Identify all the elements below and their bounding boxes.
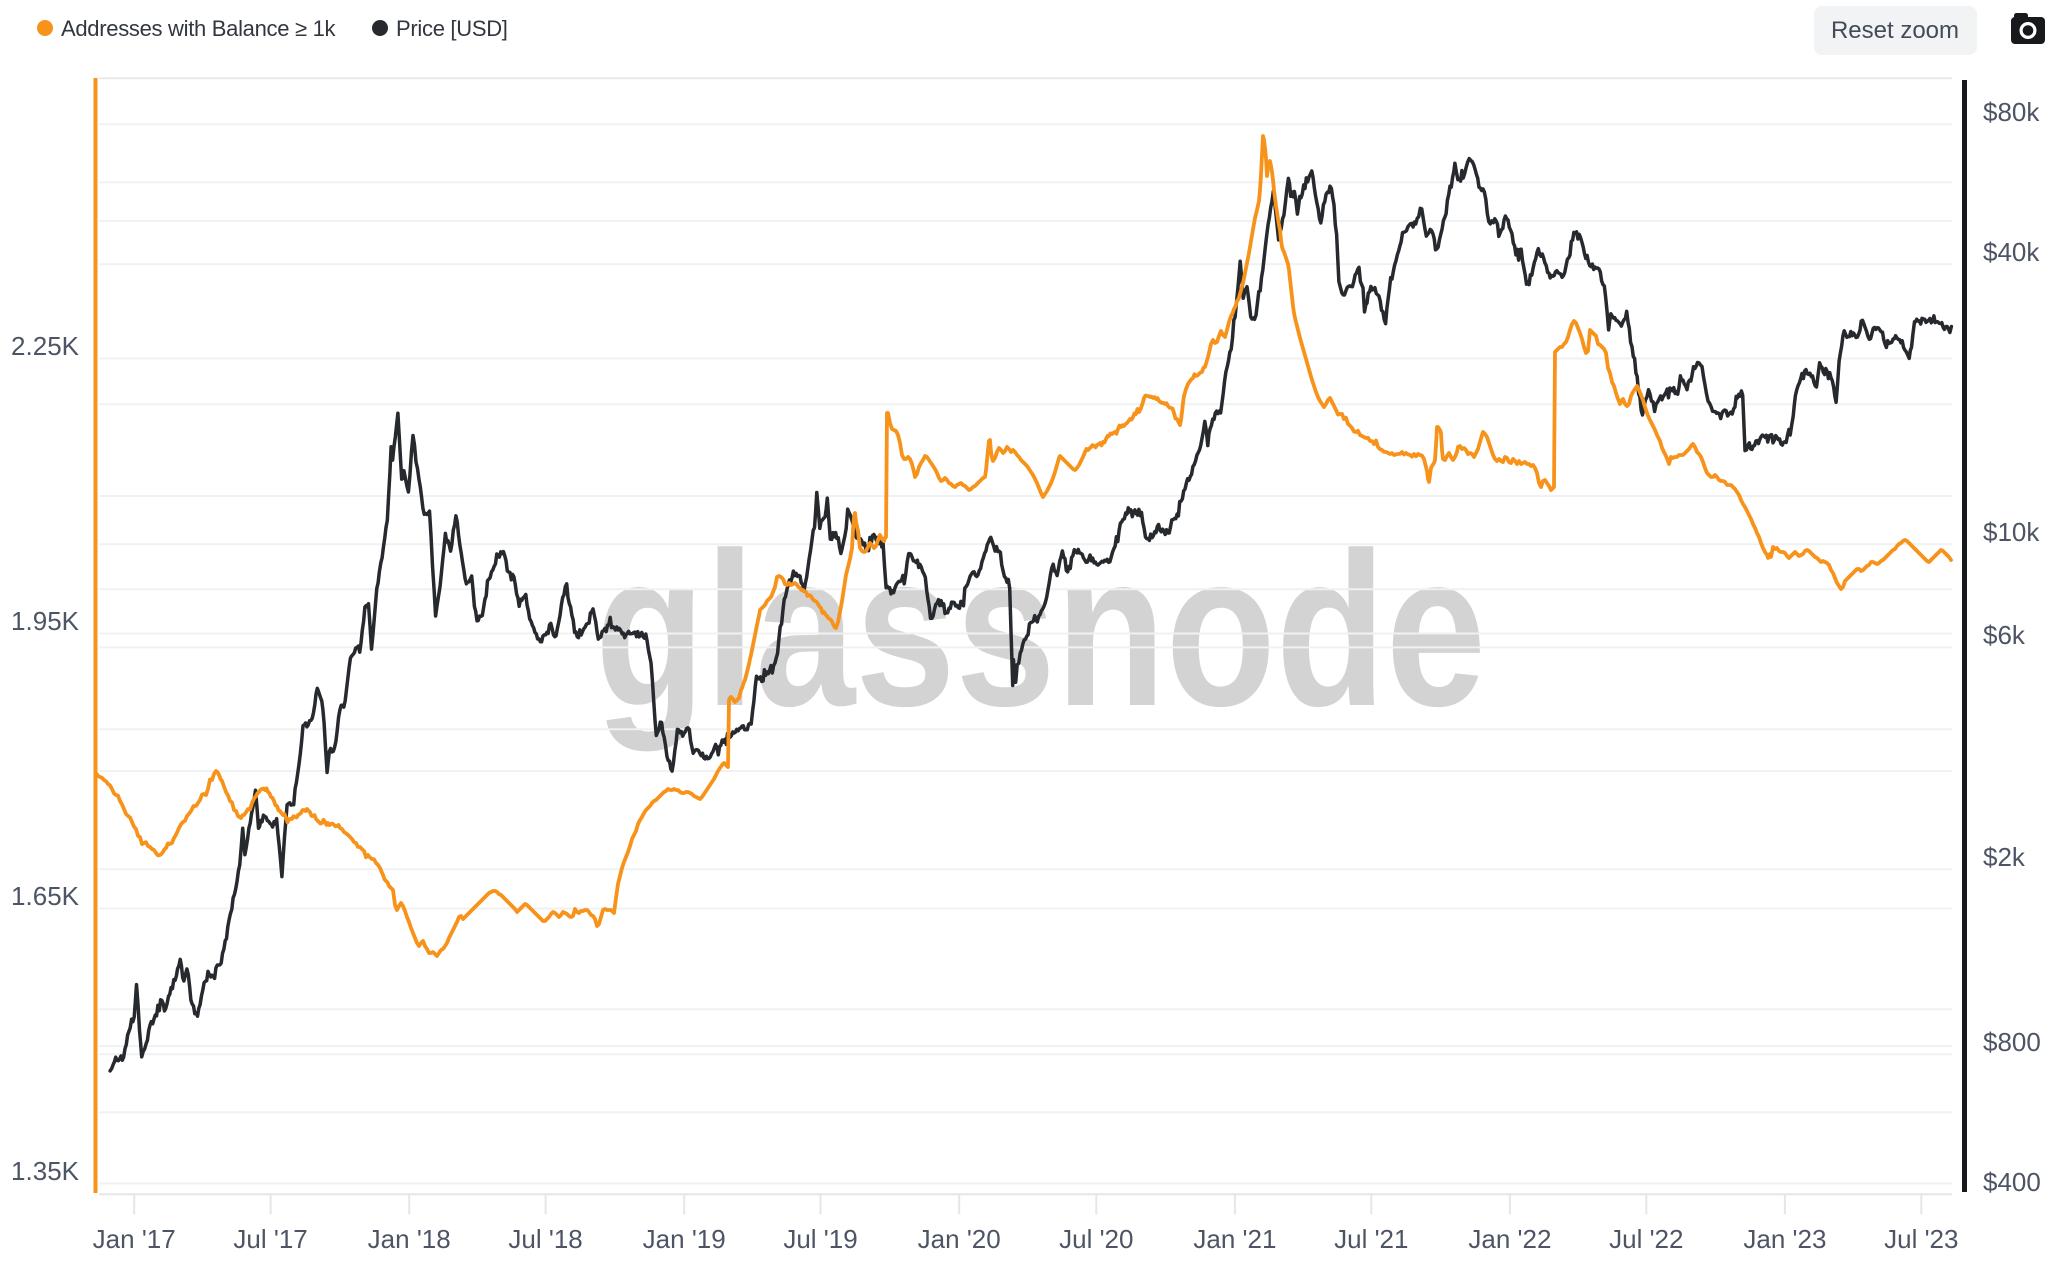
svg-text:Jan '17: Jan '17 <box>93 1224 176 1254</box>
svg-text:Jul '20: Jul '20 <box>1059 1224 1133 1254</box>
svg-text:Jul '21: Jul '21 <box>1334 1224 1408 1254</box>
svg-text:Reset zoom: Reset zoom <box>1831 17 1959 44</box>
svg-text:$400: $400 <box>1983 1167 2041 1197</box>
svg-text:Jul '22: Jul '22 <box>1609 1224 1683 1254</box>
svg-text:Jul '17: Jul '17 <box>233 1224 307 1254</box>
svg-text:Jan '18: Jan '18 <box>368 1224 451 1254</box>
svg-text:1.35K: 1.35K <box>11 1156 80 1186</box>
svg-text:Jan '23: Jan '23 <box>1743 1224 1826 1254</box>
svg-text:1.95K: 1.95K <box>11 606 80 636</box>
svg-text:$2k: $2k <box>1983 842 2026 872</box>
svg-text:Jan '22: Jan '22 <box>1468 1224 1551 1254</box>
svg-text:Jul '23: Jul '23 <box>1884 1224 1958 1254</box>
svg-text:$10k: $10k <box>1983 517 2040 547</box>
svg-text:Jul '19: Jul '19 <box>783 1224 857 1254</box>
svg-text:1.65K: 1.65K <box>11 881 80 911</box>
svg-text:Jan '19: Jan '19 <box>643 1224 726 1254</box>
svg-text:2.25K: 2.25K <box>11 331 80 361</box>
svg-text:$800: $800 <box>1983 1027 2041 1057</box>
svg-text:Jan '21: Jan '21 <box>1193 1224 1276 1254</box>
svg-text:glassnode: glassnode <box>595 508 1486 752</box>
svg-text:Jan '20: Jan '20 <box>918 1224 1001 1254</box>
svg-text:$6k: $6k <box>1983 620 2026 650</box>
svg-text:Jul '18: Jul '18 <box>508 1224 582 1254</box>
svg-text:$40k: $40k <box>1983 237 2040 267</box>
svg-text:Addresses with Balance ≥ 1k: Addresses with Balance ≥ 1k <box>61 16 337 41</box>
svg-text:Price [USD]: Price [USD] <box>396 16 508 41</box>
svg-text:$80k: $80k <box>1983 97 2040 127</box>
